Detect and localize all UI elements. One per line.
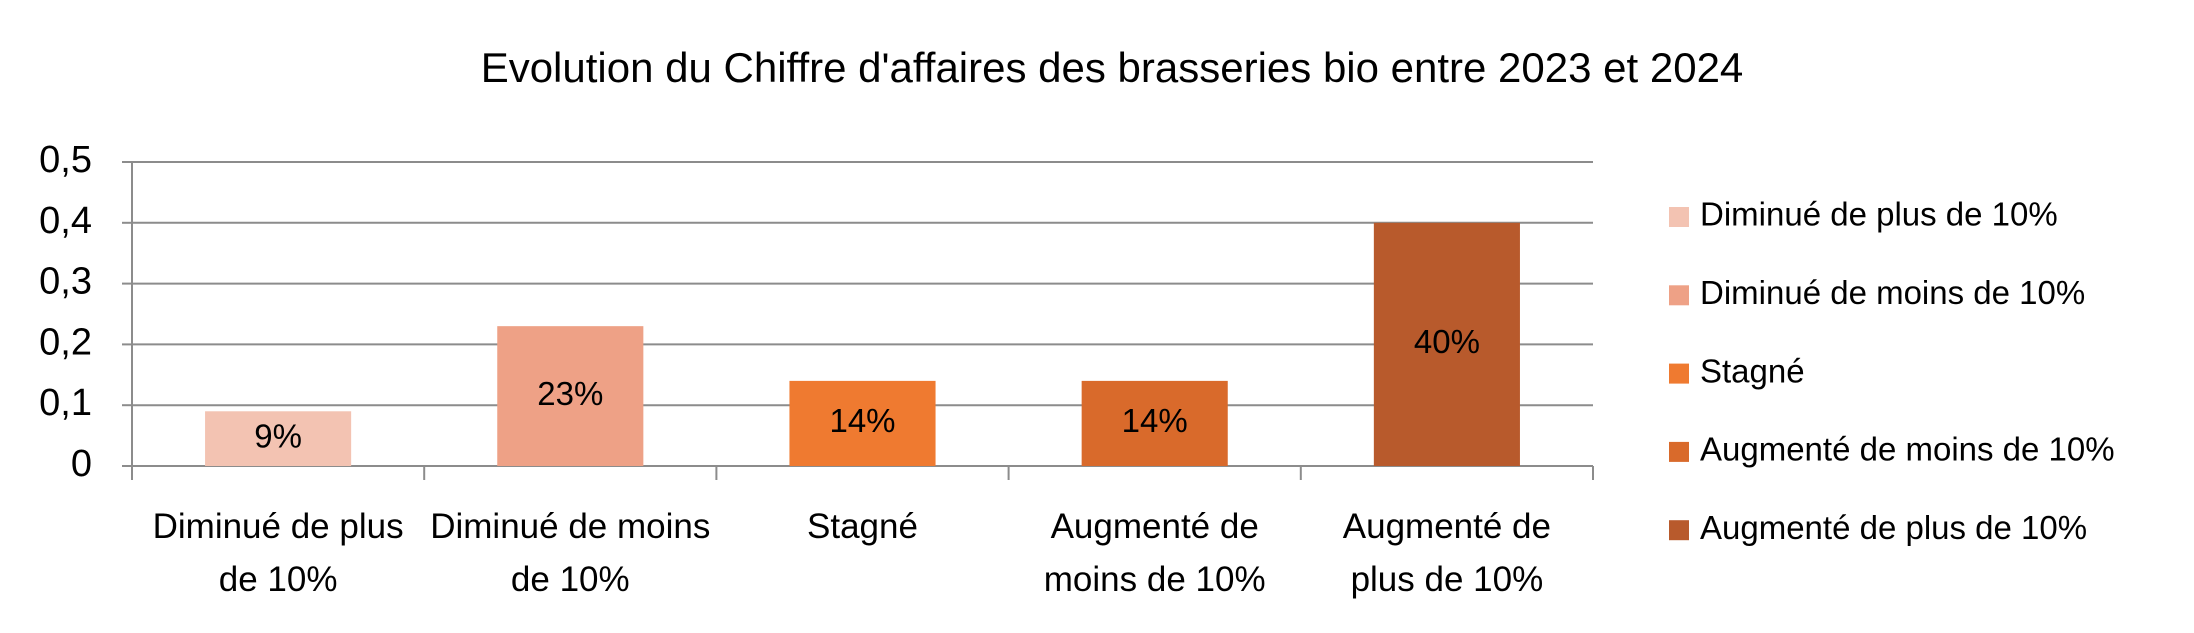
- legend-swatch: [1669, 207, 1689, 227]
- data-label: 40%: [1414, 323, 1480, 360]
- chart-title: Evolution du Chiffre d'affaires des bras…: [481, 44, 1744, 91]
- data-label: 23%: [537, 375, 603, 412]
- y-tick-label: 0,4: [39, 200, 92, 242]
- legend-label: Diminué de moins de 10%: [1700, 274, 2085, 311]
- x-tick-label: Augmenté de moins de 10%: [1043, 507, 1266, 599]
- data-label: 9%: [254, 417, 302, 454]
- legend-swatch: [1669, 441, 1689, 462]
- y-tick-label: 0,5: [39, 139, 92, 181]
- legend-swatch: [1669, 285, 1689, 306]
- legend-label: Augmenté de plus de 10%: [1700, 509, 2087, 546]
- legend-swatch: [1669, 363, 1689, 384]
- bar: [1373, 222, 1520, 466]
- x-tick-label: Diminué de moins de 10%: [430, 507, 711, 599]
- data-label: 14%: [1122, 402, 1188, 439]
- bar: [205, 411, 352, 466]
- y-tick-label: 0,3: [39, 261, 92, 303]
- y-tick-label: 0,2: [39, 321, 92, 363]
- legend-label: Diminué de plus de 10%: [1700, 196, 2058, 233]
- x-tick-label: Stagné: [807, 507, 918, 546]
- bar: [789, 380, 936, 466]
- legend-swatch: [1669, 520, 1689, 541]
- legend-label: Augmenté de moins de 10%: [1700, 431, 2115, 468]
- data-label: 14%: [829, 402, 895, 439]
- legend-label: Stagné: [1700, 352, 1805, 389]
- x-tick-label: Diminué de plus de 10%: [152, 507, 404, 599]
- y-tick-label: 0: [71, 443, 92, 485]
- bar: [497, 326, 644, 466]
- bar: [1081, 380, 1228, 466]
- y-tick-label: 0,1: [39, 382, 92, 424]
- x-tick-label: Augmenté de plus de 10%: [1342, 507, 1551, 599]
